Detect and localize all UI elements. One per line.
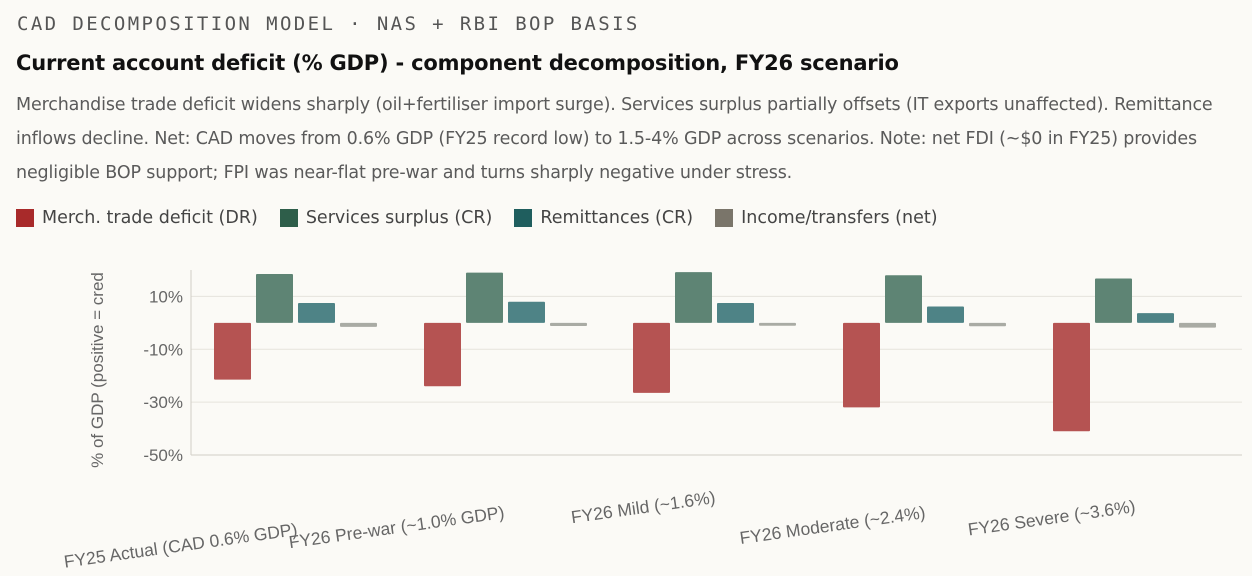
bar [1137,313,1174,323]
bar [633,322,670,393]
legend: Merch. trade deficit (DR) Services surpl… [16,208,960,228]
bar [675,272,712,323]
legend-label-income: Income/transfers (net) [741,208,938,228]
bar [550,322,587,327]
legend-swatch-income [715,209,734,227]
bar [1053,322,1090,432]
bar [759,322,796,326]
x-tick-label: FY25 Actual (CAD 0.6% GDP) [63,519,299,572]
bar [508,301,545,323]
y-tick-label: -50% [143,446,183,465]
bar [969,322,1006,327]
y-tick-label: 10% [149,287,183,306]
legend-item-services[interactable]: Services surplus (CR) [279,208,493,228]
chart-title: Current account deficit (% GDP) - compon… [16,51,899,75]
legend-label-services: Services surplus (CR) [305,208,493,228]
x-tick-label: FY26 Mild (~1.6%) [570,487,717,527]
bar [927,306,964,323]
legend-label-merch: Merch. trade deficit (DR) [42,208,258,228]
bar [424,322,461,387]
legend-item-merch[interactable]: Merch. trade deficit (DR) [16,208,258,228]
y-tick-label: -30% [143,393,183,412]
legend-item-remittances[interactable]: Remittances (CR) [514,208,693,228]
legend-swatch-remittances [514,209,533,227]
chart-subtitle: Merchandise trade deficit widens sharply… [16,95,1213,183]
y-axis-label: % of GDP (positive = cred [88,272,107,468]
bar [1179,322,1216,328]
legend-label-remittances: Remittances (CR) [540,208,694,228]
legend-swatch-services [279,209,298,227]
legend-swatch-merch [16,209,34,227]
bar [256,273,293,323]
chart-kicker: CAD DECOMPOSITION MODEL · NAS + RBI BOP … [17,13,640,35]
bar [466,272,503,323]
bar [1095,278,1132,323]
bar [717,303,754,323]
bar [298,303,335,323]
bar [340,322,377,327]
bar [843,322,880,408]
bar [885,275,922,323]
x-tick-label: FY26 Severe (~3.6%) [967,496,1137,539]
legend-item-income[interactable]: Income/transfers (net) [715,208,938,228]
x-tick-label: FY26 Pre-war (~1.0% GDP) [288,502,506,552]
bar [214,322,251,380]
y-tick-label: -10% [143,340,183,359]
x-tick-label: FY26 Moderate (~2.4%) [738,502,926,548]
